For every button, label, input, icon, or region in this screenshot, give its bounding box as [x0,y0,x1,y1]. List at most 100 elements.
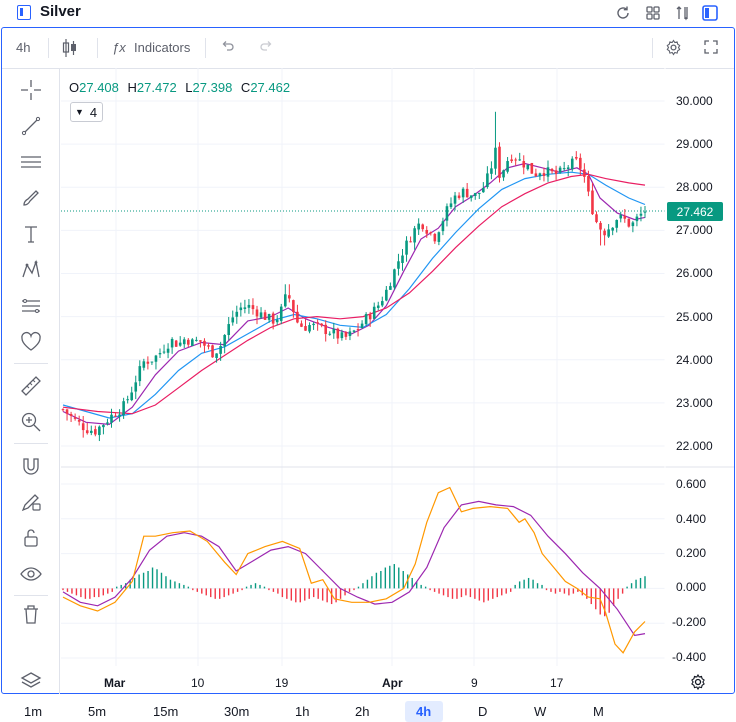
moving-average-line [62,173,646,415]
crosshair-icon[interactable] [20,79,42,101]
candle-body [591,190,594,215]
timeframe-bar: 1m 5m 15m 30m 1h 2h 4h D W M [0,698,736,722]
text-tool-icon[interactable] [20,223,42,245]
timeframe-d[interactable]: D [478,704,488,719]
candle-body [312,323,315,326]
candle-body [247,304,251,308]
candle-body [316,322,319,324]
trash-icon[interactable] [20,603,42,625]
compare-arrows-icon[interactable] [674,4,692,22]
refresh-icon[interactable] [614,4,632,22]
trend-line-icon[interactable] [20,115,42,137]
heart-icon[interactable] [20,331,42,353]
candle-body [599,222,602,230]
candle-body [61,409,65,411]
candle-body [219,346,222,354]
interval-button[interactable]: 4h [16,40,31,55]
candle-body [477,192,481,194]
candle-body [259,312,263,318]
candle-body [142,361,146,368]
timeframe-w[interactable]: W [534,704,547,719]
candle-body [421,224,425,230]
candle-body [300,323,303,327]
prediction-icon[interactable] [20,295,42,317]
candle-body [558,167,562,173]
candle-body [356,329,360,331]
candle-body [530,163,534,174]
candle-body [211,345,214,358]
layers-icon[interactable] [20,670,42,692]
price-tick: 25.000 [676,310,713,324]
ohlc-legend: O27.408 H27.472 L27.398 C27.462 [69,80,295,95]
candle-body [267,314,271,320]
zoom-in-icon[interactable] [20,411,42,433]
chart-grid [61,68,665,666]
candle-body [643,211,647,213]
layout-grid-icon[interactable] [644,4,662,22]
candle-body [263,312,267,320]
candle-body [122,401,125,416]
indicators-button[interactable]: Indicators [134,40,191,55]
timeframe-15m[interactable]: 15m [153,704,179,719]
candle-body [102,424,105,428]
timeframe-30m[interactable]: 30m [224,704,250,719]
timeframe-4h[interactable]: 4h [416,704,432,719]
timeframe-1h[interactable]: 1h [295,704,310,719]
timeframe-m[interactable]: M [593,704,604,719]
chevron-down-icon: ▼ [75,107,84,117]
candlestick-icon[interactable] [62,38,78,61]
candle-body [94,429,97,435]
oscillator-pane [62,486,646,654]
candle-body [98,426,101,436]
candle-body [595,214,598,223]
candle-body [433,233,437,242]
candle-body [574,157,578,159]
pencil-lock-icon[interactable] [20,491,42,513]
candle-body [449,203,453,208]
osc-tick: -0.400 [672,650,707,664]
candle-body [518,159,522,161]
candle-body [118,414,121,417]
candle-body [393,269,396,288]
candle-body [279,306,283,321]
candle-body [69,414,73,416]
candle-body [191,339,194,346]
price-tick: 30.000 [676,94,713,108]
undo-icon[interactable] [221,39,235,56]
top-toolbar: 4h ƒx Indicators [2,28,734,69]
osc-tick: 0.000 [676,580,707,594]
indicator-count: 4 [89,104,98,120]
settings-gear-icon[interactable] [665,39,682,59]
candle-body [615,220,619,228]
candle-body [457,195,461,198]
brush-icon[interactable] [20,187,42,209]
toolbar-divider [97,38,98,58]
moving-average-line [62,162,646,426]
timeframe-2h[interactable]: 2h [355,704,370,719]
time-tick: Apr [382,676,403,690]
fullscreen-icon[interactable] [704,40,718,57]
price-tick: 28.000 [676,180,713,194]
candle-body [203,340,206,346]
timeframe-5m[interactable]: 5m [88,704,107,719]
ruler-icon[interactable] [20,375,42,397]
timeframe-1m[interactable]: 1m [24,704,43,719]
candle-body [77,420,81,422]
timezone-gear-icon[interactable] [689,673,707,691]
redo-icon[interactable] [259,39,273,56]
horizontal-lines-icon[interactable] [20,151,42,173]
pattern-icon[interactable] [20,259,42,281]
price-chart[interactable] [0,0,736,698]
eye-icon[interactable] [20,563,42,585]
candle-body [425,229,429,234]
lock-open-icon[interactable] [20,527,42,549]
candle-body [619,214,623,219]
price-tick: 29.000 [676,137,713,151]
candle-body [158,353,162,355]
sidebar-toggle-icon[interactable] [701,4,719,22]
magnet-icon[interactable] [20,455,42,477]
candle-body [405,240,408,255]
toolbar-divider [14,595,48,596]
indicator-count-toggle[interactable]: ▼ 4 [70,102,103,122]
candle-body [490,168,493,174]
